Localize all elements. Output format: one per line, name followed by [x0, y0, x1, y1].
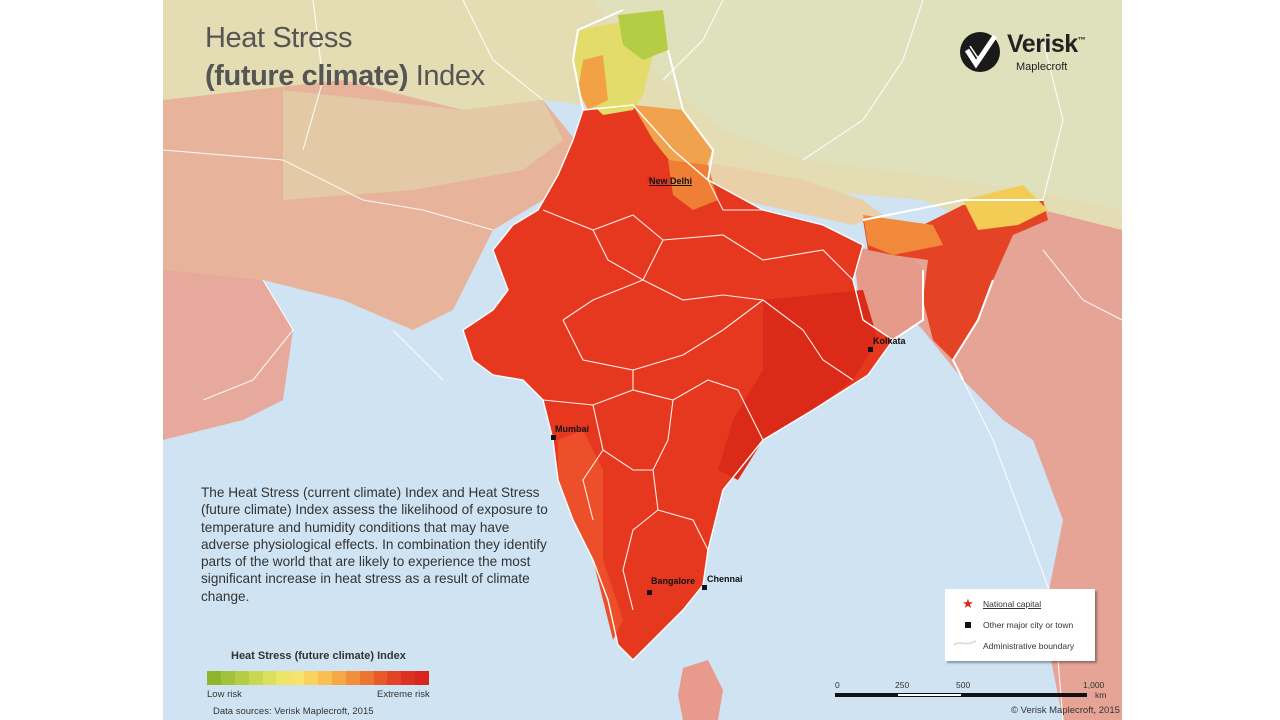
legend-swatch: [207, 671, 221, 685]
key-boundary-label: Administrative boundary: [983, 641, 1075, 651]
logo-sub: Maplecroft: [1016, 61, 1068, 73]
symbol-key: ★ National capital Other major city or t…: [945, 589, 1095, 661]
india-mainland: [463, 105, 893, 660]
logo-trademark: ™: [1077, 35, 1086, 45]
land-nepal: [693, 160, 883, 225]
scale-seg-1: [835, 693, 898, 697]
logo-name-text: Verisk: [1007, 30, 1078, 58]
map-title-bold: (future climate): [205, 60, 409, 92]
legend-swatch: [401, 671, 416, 685]
verisk-logo: Verisk™ Maplecroft: [958, 28, 1098, 84]
key-capital-label: National capital: [983, 599, 1042, 609]
data-sources: Data sources: Verisk Maplecroft, 2015: [213, 706, 374, 717]
logo-name: Verisk™: [1007, 30, 1086, 59]
legend-swatch: [234, 671, 249, 685]
scale-label-250: 250: [895, 680, 910, 690]
legend-swatch: [331, 671, 346, 685]
india-map[interactable]: [163, 0, 1122, 720]
city-label-chennai[interactable]: Chennai: [707, 574, 743, 584]
india-west-coast: [558, 430, 623, 640]
legend-swatch: [276, 671, 291, 685]
key-city-label: Other major city or town: [983, 620, 1074, 630]
city-label-bangalore[interactable]: Bangalore: [651, 576, 696, 586]
india-coastline: [462, 104, 894, 661]
copyright: © Verisk Maplecroft, 2015: [1011, 705, 1120, 716]
national-borders: [571, 9, 1043, 381]
legend-title: Heat Stress (future climate) Index: [231, 650, 406, 662]
city-label-kolkata[interactable]: Kolkata: [873, 336, 906, 346]
scale-bar: 0 250 500 1,000 km: [835, 680, 1107, 708]
legend-swatch: [318, 671, 332, 685]
scale-label-0: 0: [835, 680, 840, 690]
legend-swatch: [387, 671, 402, 685]
india-arunachal: [963, 185, 1048, 230]
map-title-rest: Index: [408, 60, 485, 92]
legend-swatch: [415, 671, 429, 685]
land-arabia: [163, 270, 293, 440]
scale-seg-3: [961, 693, 1087, 697]
legend-high-label: Extreme risk: [377, 689, 430, 700]
city-marker-chennai: [702, 585, 707, 590]
india-himachal: [633, 105, 713, 175]
key-row-boundary: Administrative boundary: [953, 639, 1074, 653]
india-east-extreme: [718, 290, 878, 480]
legend-swatch: [345, 671, 360, 685]
city-marker-kolkata: [868, 347, 873, 352]
scale-label-1000: 1,000: [1083, 680, 1105, 690]
legend-swatch: [220, 671, 235, 685]
legend-swatch: [290, 671, 305, 685]
scale-seg-2: [898, 693, 961, 697]
key-star-icon: ★: [962, 596, 974, 611]
scale-unit: km: [1095, 690, 1107, 700]
scale-label-500: 500: [956, 680, 971, 690]
india-kashmir-green: [618, 10, 668, 60]
key-row-capital: ★ National capital: [953, 596, 1042, 611]
city-label-new-delhi[interactable]: New Delhi: [649, 176, 693, 186]
map-title-line-2: (future climate) Index: [205, 60, 485, 93]
city-marker-mumbai: [551, 435, 556, 440]
india-uttarakhand: [668, 160, 718, 210]
india-ne-orange: [863, 215, 943, 255]
verisk-check-icon: [960, 32, 1000, 72]
city-label-mumbai[interactable]: Mumbai: [555, 424, 590, 434]
land-pakistan-upper: [283, 90, 563, 200]
india-kashmir-orange: [578, 55, 608, 110]
map-title-line-1: Heat Stress: [205, 22, 353, 54]
city-marker-bangalore: [647, 590, 652, 595]
description-text: The Heat Stress (current climate) Index …: [201, 485, 548, 604]
land-sri-lanka: [678, 660, 723, 720]
key-square-icon: [953, 622, 983, 628]
map-frame: Heat Stress (future climate) Index Veris…: [163, 0, 1122, 720]
legend-swatch: [262, 671, 277, 685]
legend-swatch: [359, 671, 374, 685]
legend-swatch: [304, 671, 318, 685]
legend-color-bar: [207, 671, 429, 685]
key-row-city: Other major city or town: [953, 618, 1073, 632]
legend-swatch: [248, 671, 263, 685]
legend-swatch: [373, 671, 388, 685]
legend-low-label: Low risk: [207, 689, 242, 700]
